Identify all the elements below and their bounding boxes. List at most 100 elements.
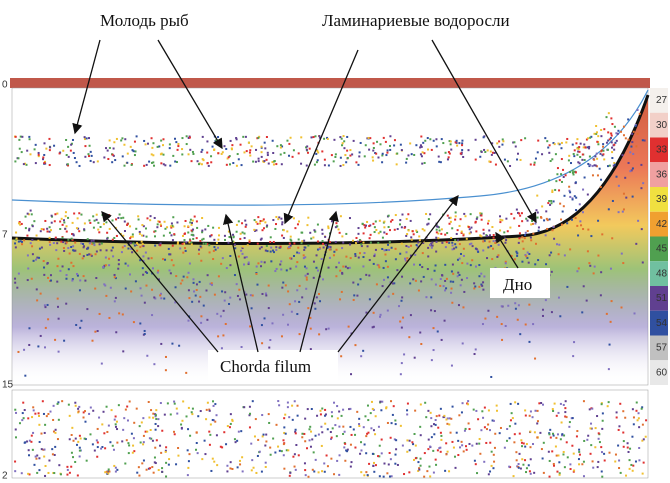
speckle <box>84 410 86 412</box>
speckle <box>216 464 218 466</box>
speckle <box>261 246 263 248</box>
speckle <box>297 405 299 407</box>
speckle <box>17 157 19 159</box>
speckle <box>289 257 291 259</box>
speckle <box>486 428 488 430</box>
speckle <box>285 284 287 286</box>
speckle <box>465 445 467 447</box>
speckle <box>225 443 227 445</box>
speckle <box>181 148 183 150</box>
speckle <box>229 264 231 266</box>
speckle <box>457 239 459 241</box>
speckle <box>207 225 209 227</box>
speckle <box>372 326 374 328</box>
speckle <box>293 255 295 257</box>
speckle <box>430 412 432 414</box>
speckle <box>499 221 501 223</box>
speckle <box>444 280 446 282</box>
speckle <box>203 159 205 161</box>
speckle <box>493 454 495 456</box>
speckle <box>370 242 372 244</box>
speckle <box>387 266 389 268</box>
speckle <box>121 137 123 139</box>
speckle <box>27 213 29 215</box>
speckle <box>49 244 51 246</box>
speckle <box>324 423 326 425</box>
speckle <box>169 143 171 145</box>
speckle <box>114 300 116 302</box>
speckle <box>537 151 539 153</box>
speckle <box>557 433 559 435</box>
speckle <box>176 221 178 223</box>
speckle <box>600 186 602 188</box>
speckle <box>248 142 250 144</box>
speckle <box>519 215 521 217</box>
speckle <box>77 217 79 219</box>
fish-fry-label: Молодь рыб <box>100 11 189 30</box>
speckle <box>161 467 163 469</box>
speckle <box>146 272 148 274</box>
speckle <box>192 229 194 231</box>
speckle <box>367 419 369 421</box>
speckle <box>246 150 248 152</box>
speckle <box>571 219 573 221</box>
speckle <box>401 226 403 228</box>
speckle <box>76 444 78 446</box>
speckle <box>455 246 457 248</box>
speckle <box>84 421 86 423</box>
speckle <box>397 228 399 230</box>
speckle <box>105 221 107 223</box>
speckle <box>595 427 597 429</box>
speckle <box>93 240 95 242</box>
speckle <box>79 327 81 329</box>
speckle <box>168 464 170 466</box>
speckle <box>420 136 422 138</box>
speckle <box>84 138 86 140</box>
speckle <box>305 288 307 290</box>
speckle <box>540 402 542 404</box>
speckle <box>39 248 41 250</box>
speckle <box>587 229 589 231</box>
speckle <box>342 433 344 435</box>
speckle <box>354 447 356 449</box>
speckle <box>58 464 60 466</box>
speckle <box>366 433 368 435</box>
speckle <box>308 428 310 430</box>
speckle <box>203 243 205 245</box>
speckle <box>298 238 300 240</box>
speckle <box>491 451 493 453</box>
speckle <box>465 428 467 430</box>
speckle <box>427 149 429 151</box>
speckle <box>504 447 506 449</box>
speckle <box>570 468 572 470</box>
speckle <box>573 155 575 157</box>
speckle <box>424 402 426 404</box>
speckle <box>387 422 389 424</box>
speckle <box>436 231 438 233</box>
speckle <box>63 247 65 249</box>
speckle <box>287 406 289 408</box>
speckle <box>493 240 495 242</box>
scale-label: 33 <box>656 145 668 156</box>
speckle <box>66 225 68 227</box>
speckle <box>237 466 239 468</box>
speckle <box>629 448 631 450</box>
speckle <box>530 410 532 412</box>
speckle <box>524 446 526 448</box>
speckle <box>373 471 375 473</box>
speckle <box>451 242 453 244</box>
speckle <box>187 231 189 233</box>
speckle <box>260 265 262 267</box>
speckle <box>159 221 161 223</box>
speckle <box>608 368 610 370</box>
speckle <box>175 275 177 277</box>
speckle <box>566 138 568 140</box>
speckle <box>325 328 327 330</box>
speckle <box>31 245 33 247</box>
speckle <box>392 283 394 285</box>
speckle <box>56 242 58 244</box>
speckle <box>414 410 416 412</box>
speckle <box>160 402 162 404</box>
speckle <box>316 296 318 298</box>
speckle <box>632 196 634 198</box>
